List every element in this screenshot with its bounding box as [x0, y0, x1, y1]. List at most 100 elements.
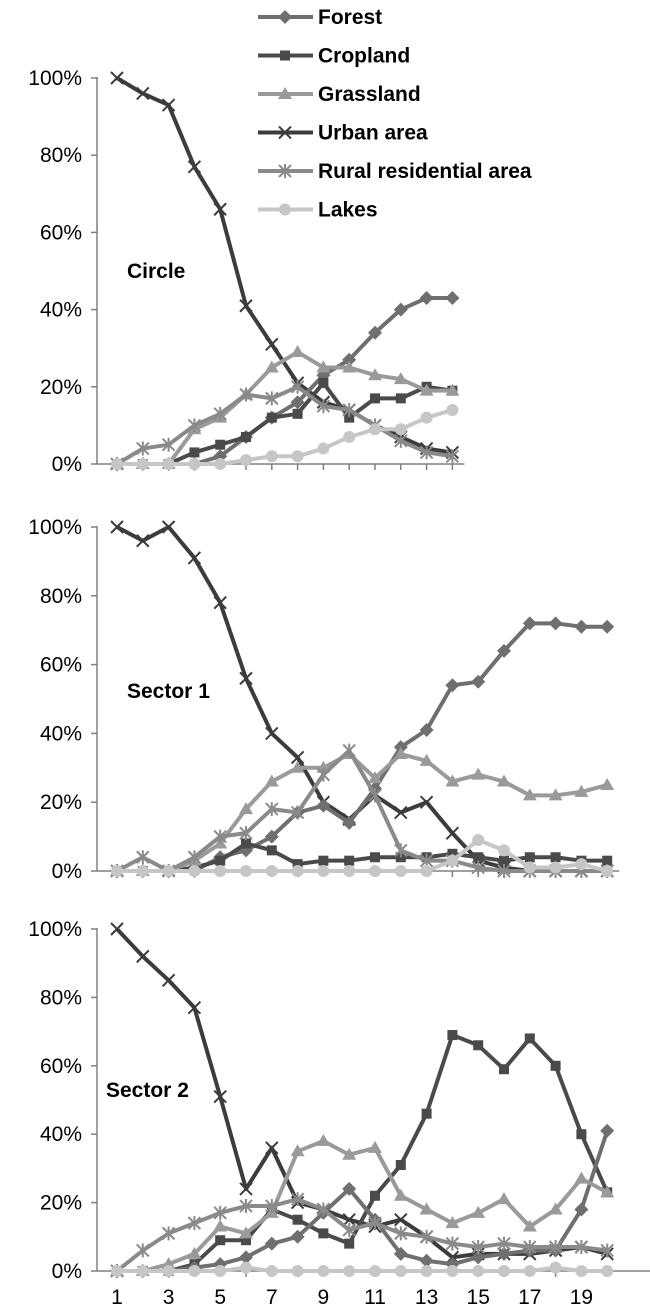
legend-marker-square: [280, 50, 290, 61]
data-point-grassland: [290, 1144, 305, 1157]
data-point-cropland: [524, 1033, 535, 1044]
data-point-urban-area: [213, 1089, 227, 1104]
data-point-cropland: [576, 1129, 587, 1140]
data-point-lakes: [420, 1265, 433, 1277]
legend-marker-asterisk: [278, 164, 292, 178]
series-line-urban-area: [115, 927, 608, 1260]
data-point-grassland: [316, 1134, 331, 1147]
data-point-rural-residential-area: [187, 850, 202, 865]
data-point-rural-residential-area: [136, 850, 150, 865]
series-forest: [110, 1123, 615, 1278]
data-point-lakes: [343, 865, 356, 877]
data-point-forest: [264, 1236, 279, 1251]
data-point-lakes: [394, 423, 407, 436]
chart-panel-sector-2: 0%20%40%60%80%100%1 3 5 7 9 11 13 15 17 19Sector …: [28, 918, 650, 1309]
data-point-rural-residential-area: [394, 843, 408, 858]
x-tick-label: 3: [163, 1286, 175, 1309]
x-tick-label: 11: [364, 1286, 386, 1309]
data-point-lakes: [188, 865, 201, 877]
data-point-forest: [600, 1123, 615, 1138]
data-point-grassland: [342, 1147, 357, 1160]
y-tick-label: 100%: [28, 918, 82, 941]
data-point-forest: [445, 678, 460, 693]
data-point-lakes: [549, 1261, 562, 1274]
data-point-urban-area: [136, 949, 150, 964]
legend-label: Rural residential area: [318, 160, 532, 183]
data-point-forest: [574, 619, 589, 634]
data-point-urban-area: [213, 595, 227, 610]
y-tick-label: 40%: [40, 299, 82, 322]
data-point-grassland: [290, 345, 305, 358]
data-point-rural-residential-area: [574, 1240, 589, 1255]
data-point-lakes: [523, 1265, 536, 1277]
data-point-lakes: [265, 450, 278, 463]
legend-item-cropland: Cropland: [258, 45, 410, 68]
data-point-grassland: [522, 788, 537, 801]
data-point-forest: [497, 1246, 511, 1261]
data-point-forest: [419, 291, 434, 306]
data-point-grassland: [419, 1202, 434, 1215]
data-point-rural-residential-area: [316, 767, 331, 782]
series-line-grassland: [117, 350, 453, 466]
data-point-rural-residential-area: [265, 1199, 279, 1214]
data-point-grassland: [574, 1171, 589, 1184]
data-point-urban-area: [161, 973, 176, 988]
data-point-urban-area: [419, 795, 434, 809]
legend-item-urban-area: Urban area: [258, 122, 428, 145]
data-point-cropland: [473, 1040, 484, 1051]
data-point-grassland: [548, 788, 563, 801]
data-point-lakes: [369, 865, 381, 877]
data-point-lakes: [240, 454, 252, 467]
legend-item-grassland: Grassland: [258, 83, 421, 106]
data-point-lakes: [394, 1265, 407, 1277]
data-point-cropland: [215, 439, 226, 450]
data-point-grassland: [419, 753, 434, 766]
data-point-lakes: [343, 1265, 356, 1277]
data-point-lakes: [240, 865, 252, 877]
data-point-grassland: [497, 1192, 511, 1205]
data-point-lakes: [523, 861, 536, 874]
data-point-lakes: [498, 844, 510, 857]
data-point-rural-residential-area: [419, 445, 434, 460]
data-point-cropland: [241, 838, 251, 849]
data-point-lakes: [575, 1265, 588, 1277]
data-point-rural-residential-area: [239, 826, 253, 841]
data-point-lakes: [446, 403, 459, 416]
data-point-urban-area: [239, 299, 253, 313]
data-point-forest: [548, 616, 563, 631]
data-point-rural-residential-area: [394, 433, 408, 448]
data-point-cropland: [344, 1238, 355, 1249]
data-point-cropland: [499, 1064, 509, 1075]
data-point-cropland: [524, 852, 535, 863]
data-point-urban-area: [110, 520, 124, 534]
data-point-cropland: [421, 1108, 432, 1119]
data-point-grassland: [600, 1185, 615, 1198]
data-point-grassland: [213, 1219, 228, 1232]
data-point-lakes: [265, 865, 278, 877]
data-point-lakes: [136, 458, 149, 470]
data-point-urban-area: [110, 71, 124, 85]
data-point-urban-area: [265, 1141, 279, 1155]
data-point-cropland: [292, 408, 303, 419]
data-point-cropland: [370, 852, 380, 863]
panel-label-circle: Circle: [127, 260, 185, 283]
data-point-cropland: [241, 1235, 251, 1246]
data-point-rural-residential-area: [265, 391, 279, 406]
data-point-lakes: [111, 458, 123, 470]
data-point-lakes: [343, 430, 356, 443]
data-point-cropland: [499, 855, 509, 866]
data-point-rural-residential-area: [394, 1226, 408, 1241]
y-tick-label: 40%: [40, 722, 82, 745]
x-tick-label: 5: [214, 1286, 226, 1309]
data-point-lakes: [214, 1265, 227, 1277]
data-point-lakes: [369, 423, 381, 436]
y-tick-label: 100%: [28, 516, 82, 539]
y-tick-label: 60%: [40, 1055, 82, 1078]
data-point-grassland: [239, 1226, 253, 1239]
data-point-forest: [522, 616, 537, 631]
y-tick-label: 0%: [52, 1260, 82, 1283]
data-point-rural-residential-area: [368, 1216, 382, 1231]
data-point-cropland: [344, 855, 355, 866]
data-point-forest: [574, 1202, 589, 1217]
